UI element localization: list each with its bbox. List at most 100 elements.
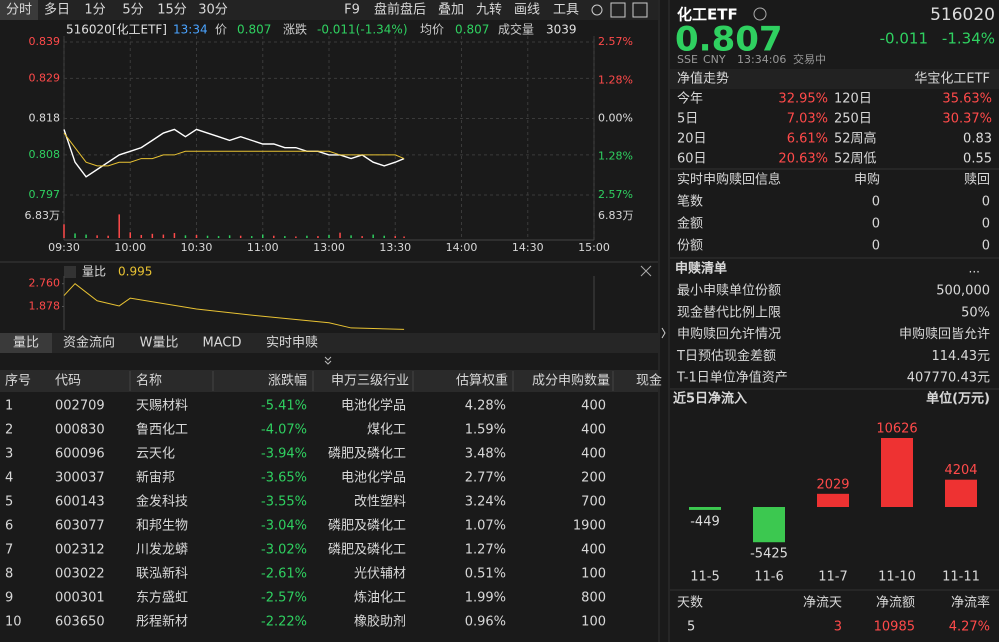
table-cell: -4.07% (261, 423, 307, 438)
y-tick-label: 0.818 (29, 112, 61, 125)
price-line (63, 128, 405, 178)
value-label: -5425 (750, 547, 788, 562)
indicator-tab[interactable]: MACD (203, 336, 242, 351)
table-cell: 1.99% (465, 591, 506, 606)
quote-change: -0.011(-1.34%) (317, 23, 408, 37)
table-cell: 磷肥及磷化工 (328, 519, 406, 534)
volume-bar (295, 236, 297, 238)
row-label: 最小申赎单位份额 (677, 284, 781, 299)
row-value: 0 (872, 195, 880, 210)
table-cell: 新宙邦 (136, 470, 175, 486)
column-header[interactable]: 名称 (136, 373, 162, 389)
table-cell: 002709 (55, 399, 105, 414)
table-cell: -3.94% (261, 447, 307, 462)
row-label: 金额 (677, 216, 703, 232)
tool[interactable]: 盘前盘后 (374, 2, 426, 18)
volume-bar (284, 236, 286, 238)
tab[interactable]: 1分 (84, 3, 105, 18)
expand-arrow[interactable] (324, 356, 332, 365)
x-tick-label: 11-5 (690, 570, 720, 585)
row-label: T-1日单位净值资产 (676, 370, 788, 386)
section-bg (670, 69, 999, 89)
table-cell: 磷肥及磷化工 (328, 447, 406, 462)
volume-bar (63, 224, 65, 238)
column-header[interactable]: 序号 (5, 374, 31, 389)
table-cell: 603077 (55, 519, 105, 534)
tool[interactable]: F9 (344, 3, 360, 18)
indicator-line (63, 283, 405, 330)
summary-value: 5 (687, 620, 695, 635)
tool-icon[interactable] (632, 2, 648, 18)
indicator-tab[interactable]: 量比 (13, 336, 39, 351)
volume-tick-label: 6.83万 (25, 209, 61, 222)
table-cell: -3.55% (261, 495, 307, 510)
status-market: SSE (677, 53, 698, 66)
tool[interactable]: 叠加 (438, 3, 464, 18)
indicator-tab[interactable]: W量比 (140, 336, 179, 351)
table-cell: 电池化学品 (341, 470, 406, 486)
row-value: 0 (872, 239, 880, 254)
collapse-arrow[interactable] (661, 327, 666, 339)
stat-value: 0.83 (963, 132, 992, 147)
tool[interactable]: 工具 (553, 3, 579, 18)
more-button[interactable]: ... (969, 262, 980, 276)
indicator-tab[interactable]: 实时申赎 (266, 336, 318, 351)
quote-price-label: 价 (215, 23, 227, 37)
quote-volume-label: 成交量 (498, 22, 534, 37)
column-header[interactable]: 估算权重 (456, 373, 508, 389)
table-cell: 003022 (55, 567, 105, 582)
column-header[interactable]: 代码 (55, 374, 81, 389)
x-tick-label: 15:00 (578, 241, 610, 254)
table-cell: -2.57% (261, 591, 307, 606)
tab[interactable]: 多日 (44, 2, 70, 18)
table-cell: 改性塑料 (354, 495, 406, 510)
flow-bar (689, 507, 721, 510)
fund-code: 516020 (930, 5, 995, 25)
tool[interactable]: 画线 (514, 3, 540, 18)
gear-icon[interactable] (591, 4, 603, 16)
column-header[interactable]: 申万三级行业 (331, 374, 409, 389)
table-cell: 600096 (55, 447, 105, 462)
stat-label: 250日 (834, 112, 872, 127)
y-tick-label: 2.760 (29, 277, 61, 290)
table-cell: 彤程新材 (136, 614, 188, 630)
fund-change-pct: -1.34% (942, 30, 995, 48)
row-label: 申购赎回允许情况 (677, 326, 781, 342)
tab[interactable]: 5分 (122, 3, 143, 18)
tab[interactable]: 15分 (157, 3, 187, 18)
table-cell: 金发科技 (136, 494, 188, 510)
stat-label: 20日 (677, 132, 707, 147)
info-icon[interactable] (753, 7, 767, 21)
column-header[interactable]: 涨跌幅 (268, 373, 307, 389)
x-tick-label: 10:30 (181, 241, 213, 254)
indicator-tab[interactable]: 资金流向 (63, 335, 115, 351)
column-header: 赎回 (964, 173, 990, 188)
tool-icon[interactable] (610, 2, 626, 18)
volume-bar (118, 214, 120, 238)
summary-value: 4.27% (949, 620, 990, 635)
table-cell: 磷肥及磷化工 (328, 543, 406, 558)
tab[interactable]: 分时 (6, 3, 32, 18)
section-title: 净值走势 (677, 71, 729, 87)
tool[interactable]: 九转 (476, 3, 502, 18)
status-currency: CNY (703, 53, 726, 66)
tab[interactable]: 30分 (198, 3, 228, 18)
flow-bar (881, 438, 913, 507)
toolbar-bg (0, 0, 658, 20)
flow-bar (753, 507, 785, 543)
column-header[interactable]: 成分申购数量 (532, 373, 610, 389)
table-cell: 4.28% (465, 399, 506, 414)
table-cell: -2.61% (261, 567, 307, 582)
column-header[interactable]: 现金 (636, 373, 662, 389)
close-icon[interactable] (640, 265, 652, 277)
stat-value: 20.63% (778, 152, 828, 167)
fund-price: 0.807 (675, 20, 783, 60)
row-value: 407770.43元 (907, 371, 990, 386)
row-value: 114.43元 (932, 349, 991, 364)
x-tick-label: 13:30 (379, 241, 411, 254)
price-line (63, 132, 405, 167)
table-cell: 400 (581, 423, 606, 438)
flow-bar (817, 493, 849, 507)
x-tick-label: 10:00 (114, 241, 146, 254)
